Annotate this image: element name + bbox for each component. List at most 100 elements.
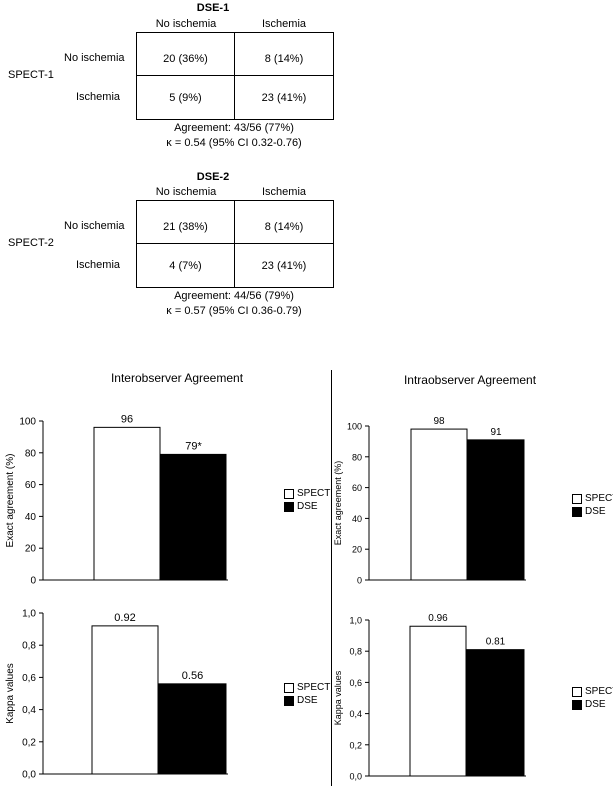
y-tick-label: 80 <box>25 448 37 459</box>
y-tick-label: 20 <box>352 545 362 555</box>
agreement-text: Agreement: 43/56 (77%) <box>174 122 294 134</box>
bar-spect <box>409 625 467 777</box>
y-tick-label: 0,4 <box>349 709 362 719</box>
intra-panel-title: Intraobserver Agreement <box>403 373 537 387</box>
panel-divider <box>331 370 332 786</box>
y-axis-label: Exact agreement (%) <box>5 454 16 548</box>
legend-swatch-dse <box>572 699 582 710</box>
legend-swatch-spect <box>284 682 294 693</box>
legend-swatch-dse <box>572 506 582 517</box>
legend-label: SPECT <box>297 682 331 693</box>
bar-dse <box>158 683 227 775</box>
bar-value-label: 91 <box>490 427 502 438</box>
legend-item: SPECT <box>572 492 613 505</box>
table-title: DSE-2 <box>196 171 230 183</box>
y-tick-label: 60 <box>25 480 37 491</box>
kappa-text: κ = 0.57 (95% CI 0.36-0.79) <box>166 305 302 317</box>
legend-item: DSE <box>572 505 613 518</box>
legend-swatch-spect <box>572 686 582 697</box>
y-tick-label: 60 <box>352 483 362 493</box>
row-group-label: SPECT-1 <box>8 69 54 81</box>
legend-label: DSE <box>585 506 606 517</box>
legend-item: SPECT <box>572 685 613 698</box>
cell-value: 23 (41%) <box>261 260 307 272</box>
legend-label: DSE <box>297 695 318 706</box>
bar-value-label: 96 <box>121 413 133 425</box>
legend-label: DSE <box>297 501 318 512</box>
bar-spect <box>410 428 468 581</box>
chart-intra-kappa: 0,0 0,2 0,4 0,6 0,8 1,0 Kappa values 0.96 0.81 <box>333 613 526 782</box>
y-tick-label: 0,0 <box>349 772 362 782</box>
y-tick-label: 100 <box>347 422 362 432</box>
chart-inter-exact-agreement: 0 20 40 60 80 100 Exact agreement (%) 96 79* <box>5 413 228 587</box>
inter-panel-title: Interobserver Agreement <box>110 371 244 385</box>
row-header-ischemia: Ischemia <box>76 259 121 271</box>
bar-dse <box>467 439 525 581</box>
legend-swatch-dse <box>284 501 294 512</box>
row-header-no-ischemia: No ischemia <box>64 52 125 64</box>
y-tick-label: 0,6 <box>22 673 36 684</box>
legend-swatch-spect <box>284 488 294 499</box>
y-axis-label: Kappa values <box>5 663 16 724</box>
y-axis-label: Exact agreement (%) <box>333 461 343 546</box>
col-header-ischemia: Ischemia <box>261 18 307 30</box>
y-tick-label: 0,6 <box>349 678 362 688</box>
bar-value-label: 0.92 <box>114 612 135 624</box>
bar-spect <box>93 426 161 581</box>
y-tick-label: 0,2 <box>22 737 36 748</box>
row-header-ischemia: Ischemia <box>76 91 121 103</box>
chart-inter-kappa: 0,0 0,2 0,4 0,6 0,8 1,0 Kappa values 0.92 0.56 <box>5 609 228 781</box>
legend-swatch-dse <box>284 695 294 706</box>
y-tick-label: 1,0 <box>22 609 36 620</box>
cell-value: 4 (7%) <box>169 260 202 272</box>
legend-item: SPECT <box>284 487 330 500</box>
y-tick-label: 0,8 <box>22 641 36 652</box>
row-header-no-ischemia: No ischemia <box>64 220 125 232</box>
legend: SPECT DSE <box>284 487 330 513</box>
legend-item: DSE <box>284 694 330 707</box>
y-tick-label: 100 <box>19 417 36 428</box>
legend-label: SPECT <box>585 686 613 697</box>
cell-value: 5 (9%) <box>169 92 202 104</box>
col-header-no-ischemia: No ischemia <box>155 186 217 198</box>
bar-value-label: 0.56 <box>182 670 203 682</box>
legend-item: SPECT <box>284 681 330 694</box>
legend-label: DSE <box>585 699 606 710</box>
col-header-no-ischemia: No ischemia <box>155 18 217 30</box>
legend: SPECT DSE <box>284 681 330 707</box>
legend-item: DSE <box>572 698 613 711</box>
y-tick-label: 0 <box>30 576 36 587</box>
bar-value-label: 0.81 <box>486 637 506 648</box>
cell-value: 20 (36%) <box>163 53 208 65</box>
row-group-label: SPECT-2 <box>8 237 54 249</box>
bar-value-label: 0.96 <box>428 613 448 624</box>
chart-intra-exact-agreement: 0 20 40 60 80 100 Exact agreement (%) 98 91 <box>333 416 526 586</box>
y-tick-label: 40 <box>352 514 362 524</box>
y-tick-label: 0 <box>357 576 362 586</box>
bar-dse <box>466 649 525 777</box>
legend: SPECT DSE <box>572 685 613 711</box>
bar-dse <box>160 453 227 581</box>
y-tick-label: 40 <box>25 512 37 523</box>
bar-spect <box>91 625 159 775</box>
contingency-grid: 20 (36%) 8 (14%) 5 (9%) 23 (41%) <box>136 32 334 120</box>
col-header-ischemia: Ischemia <box>261 186 307 198</box>
y-tick-label: 20 <box>25 544 37 555</box>
contingency-grid: 21 (38%) 8 (14%) 4 (7%) 23 (41%) <box>136 200 334 288</box>
legend: SPECT DSE <box>572 492 613 518</box>
bar-value-label: 98 <box>433 416 445 427</box>
cell-value: 23 (41%) <box>261 92 307 104</box>
table-title: DSE-1 <box>196 2 230 14</box>
cell-value: 8 (14%) <box>264 53 304 65</box>
y-tick-label: 0,2 <box>349 740 362 750</box>
legend-item: DSE <box>284 500 330 513</box>
kappa-text: κ = 0.54 (95% CI 0.32-0.76) <box>166 137 302 149</box>
legend-label: SPECT <box>585 493 613 504</box>
legend-label: SPECT <box>297 488 331 499</box>
y-axis-label: Kappa values <box>333 670 343 725</box>
legend-swatch-spect <box>572 493 582 504</box>
bar-value-label: 79* <box>185 440 202 452</box>
cell-value: 8 (14%) <box>264 221 304 233</box>
y-tick-label: 0,8 <box>349 647 362 657</box>
